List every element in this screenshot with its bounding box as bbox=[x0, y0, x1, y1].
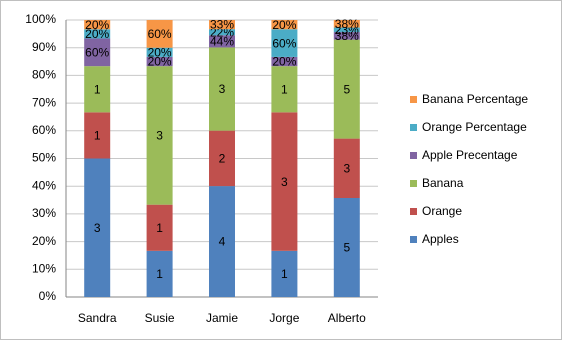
bar-segment bbox=[271, 112, 298, 251]
bar-segment bbox=[333, 138, 360, 199]
y-tick-label: 50% bbox=[32, 151, 56, 165]
legend-swatch bbox=[410, 152, 417, 159]
bar-segment bbox=[271, 20, 298, 30]
legend-swatch bbox=[410, 236, 417, 243]
legend-label: Apple Precentage bbox=[422, 148, 518, 162]
data-label: 20% bbox=[148, 45, 172, 59]
y-tick-label: 30% bbox=[32, 206, 56, 220]
data-label: 20% bbox=[148, 55, 172, 69]
y-tick-label: 0% bbox=[39, 289, 57, 303]
bar-segment bbox=[146, 250, 173, 297]
bar-segment bbox=[271, 250, 298, 297]
legend-label: Orange Percentage bbox=[422, 120, 527, 134]
data-label: 3 bbox=[219, 82, 226, 96]
bar-segment bbox=[333, 39, 360, 139]
bar-segment bbox=[84, 38, 111, 67]
x-tick-label: Susie bbox=[145, 311, 175, 325]
bar-segment bbox=[84, 66, 111, 113]
x-tick-label: Jamie bbox=[206, 311, 238, 325]
data-label: 20% bbox=[272, 55, 296, 69]
data-label: 20% bbox=[85, 27, 109, 41]
y-tick-label: 70% bbox=[32, 95, 56, 109]
bar-segment bbox=[209, 29, 235, 36]
y-tick-label: 40% bbox=[32, 178, 56, 192]
y-tick-label: 10% bbox=[32, 261, 56, 275]
bar-segment bbox=[146, 66, 173, 205]
data-label: 33% bbox=[210, 18, 234, 32]
data-label: 1 bbox=[281, 267, 288, 281]
data-label: 1 bbox=[281, 82, 288, 96]
data-label: 2 bbox=[219, 152, 226, 166]
data-label: 1 bbox=[156, 221, 163, 235]
legend-label: Banana Percentage bbox=[422, 92, 528, 106]
y-tick-label: 80% bbox=[32, 68, 56, 82]
data-label: 5 bbox=[343, 241, 350, 255]
bar-segment bbox=[209, 35, 235, 48]
data-label: 3 bbox=[156, 129, 163, 143]
legend-swatch bbox=[410, 96, 417, 103]
bar-segment bbox=[333, 20, 360, 28]
legend-swatch bbox=[410, 208, 417, 215]
bar-segment bbox=[84, 158, 111, 297]
bar-segment bbox=[271, 56, 298, 67]
bar-segment bbox=[146, 56, 173, 67]
y-tick-label: 90% bbox=[32, 40, 56, 54]
data-label: 5 bbox=[343, 82, 350, 96]
bar-segment bbox=[209, 130, 235, 187]
data-label: 1 bbox=[94, 82, 101, 96]
legend-swatch bbox=[410, 180, 417, 187]
data-label: 3 bbox=[281, 175, 288, 189]
bar-segment bbox=[146, 204, 173, 251]
data-label: 1 bbox=[156, 267, 163, 281]
legend-label: Orange bbox=[422, 204, 462, 218]
data-label: 60% bbox=[85, 45, 109, 59]
data-label: 4 bbox=[219, 235, 226, 249]
y-tick-label: 60% bbox=[32, 123, 56, 137]
data-label: 20% bbox=[85, 18, 109, 32]
data-label: 3 bbox=[94, 221, 101, 235]
data-label: 60% bbox=[272, 36, 296, 50]
bar-segment bbox=[209, 20, 235, 30]
x-tick-label: Sandra bbox=[78, 311, 117, 325]
x-tick-label: Jorge bbox=[269, 311, 299, 325]
bar-segment bbox=[271, 66, 298, 113]
data-label: 44% bbox=[210, 35, 234, 49]
bar-segment bbox=[146, 47, 173, 57]
data-label: 38% bbox=[335, 29, 359, 43]
legend-label: Banana bbox=[422, 176, 464, 190]
bar-segment bbox=[84, 29, 111, 39]
x-tick-label: Alberto bbox=[328, 311, 366, 325]
data-label: 3 bbox=[343, 161, 350, 175]
bar-segment bbox=[209, 186, 235, 297]
bar-segment bbox=[333, 27, 360, 33]
bar-segment bbox=[333, 198, 360, 297]
legend-swatch bbox=[410, 124, 417, 131]
data-label: 20% bbox=[272, 18, 296, 32]
data-label: 60% bbox=[148, 27, 172, 41]
y-tick-label: 100% bbox=[25, 12, 56, 26]
bar-segment bbox=[146, 20, 173, 48]
bar-segment bbox=[333, 32, 360, 40]
bar-segment bbox=[209, 47, 235, 131]
legend-label: Apples bbox=[422, 232, 459, 246]
bar-segment bbox=[84, 112, 111, 159]
data-label: 38% bbox=[335, 17, 359, 31]
bar-segment bbox=[84, 20, 111, 30]
bar-segment bbox=[271, 29, 298, 57]
y-tick-label: 20% bbox=[32, 234, 56, 248]
data-label: 1 bbox=[94, 129, 101, 143]
